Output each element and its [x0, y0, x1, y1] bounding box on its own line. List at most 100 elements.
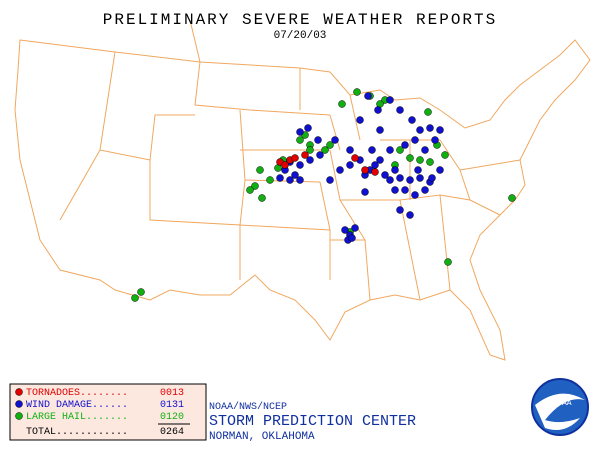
report-dot	[137, 288, 145, 296]
report-dot	[304, 124, 312, 132]
legend-marker	[15, 388, 23, 396]
report-dot	[396, 174, 404, 182]
report-dot	[391, 166, 399, 174]
report-dot	[396, 206, 404, 214]
report-dot	[131, 294, 139, 302]
report-dot	[416, 174, 424, 182]
report-dot	[291, 154, 299, 162]
report-dot	[361, 188, 369, 196]
legend: TORNADOES........ 0013 WIND DAMAGE...... 01…	[15, 388, 190, 438]
report-dot	[396, 146, 404, 154]
report-dot	[428, 174, 436, 182]
legend-label: LARGE HAIL.......	[26, 412, 128, 423]
report-dot	[296, 128, 304, 136]
report-dot	[406, 154, 414, 162]
report-dot	[431, 136, 439, 144]
report-dot	[436, 126, 444, 134]
legend-marker	[15, 412, 23, 420]
legend-count: 0120	[160, 412, 184, 423]
legend-label: WIND DAMAGE......	[26, 400, 128, 411]
report-dot	[371, 168, 379, 176]
report-dot	[326, 176, 334, 184]
report-dot	[508, 194, 516, 202]
report-dot	[424, 108, 432, 116]
legend-count: 0013	[160, 388, 184, 399]
report-dot	[361, 166, 369, 174]
report-dot	[411, 136, 419, 144]
report-dot	[421, 146, 429, 154]
report-dot	[408, 116, 416, 124]
report-dot	[296, 176, 304, 184]
report-dot	[351, 224, 359, 232]
report-dot	[441, 151, 449, 159]
report-dot	[391, 186, 399, 194]
report-dot	[436, 166, 444, 174]
report-dot	[301, 151, 309, 159]
report-dot	[381, 171, 389, 179]
reports	[131, 88, 516, 302]
total-count: 0264	[160, 427, 184, 438]
report-dot	[414, 166, 422, 174]
report-dot	[386, 96, 394, 104]
report-dot	[346, 161, 354, 169]
report-dot	[296, 136, 304, 144]
legend-count: 0131	[160, 400, 184, 411]
report-dot	[426, 124, 434, 132]
report-dot	[376, 126, 384, 134]
report-dot	[336, 166, 344, 174]
report-dot	[416, 156, 424, 164]
report-dot	[258, 194, 266, 202]
report-dot	[338, 100, 346, 108]
title: PRELIMINARY SEVERE WEATHER REPORTS	[103, 11, 497, 29]
report-dot	[291, 171, 299, 179]
report-dot	[346, 146, 354, 154]
agency-location: NORMAN, OKLAHOMA	[209, 431, 315, 443]
report-dot	[266, 176, 274, 184]
report-dot	[348, 234, 356, 242]
noaa-logo: NOAA	[531, 378, 589, 436]
report-dot	[368, 146, 376, 154]
report-dot	[256, 166, 264, 174]
report-dot	[401, 141, 409, 149]
report-dot	[444, 258, 452, 266]
date: 07/20/03	[274, 30, 327, 42]
report-dot	[376, 156, 384, 164]
report-dot	[316, 151, 324, 159]
report-dot	[406, 211, 414, 219]
report-dot	[416, 126, 424, 134]
report-dot	[374, 106, 382, 114]
report-dot	[351, 154, 359, 162]
report-dot	[314, 136, 322, 144]
logo-text: NOAA	[552, 399, 571, 408]
report-dot	[401, 186, 409, 194]
report-dot	[364, 92, 372, 100]
total-label: TOTAL............	[26, 427, 128, 438]
agency-name: STORM PREDICTION CENTER	[209, 413, 416, 430]
us-map	[14, 19, 591, 361]
report-dot	[306, 156, 314, 164]
report-dot	[386, 176, 394, 184]
report-dot	[386, 146, 394, 154]
legend-label: TORNADOES........	[26, 388, 128, 399]
report-dot	[341, 226, 349, 234]
legend-box	[9, 383, 207, 441]
report-dot	[326, 141, 334, 149]
report-dot	[421, 186, 429, 194]
report-dot	[356, 116, 364, 124]
report-dot	[276, 174, 284, 182]
report-dot	[411, 191, 419, 199]
report-dot	[353, 88, 361, 96]
agency-line: NOAA/NWS/NCEP	[209, 401, 287, 413]
report-dot	[396, 106, 404, 114]
report-dot	[426, 158, 434, 166]
legend-marker	[15, 400, 23, 408]
report-dot	[246, 186, 254, 194]
report-dot	[331, 136, 339, 144]
report-dot	[306, 146, 314, 154]
report-dot	[251, 182, 259, 190]
report-dot	[296, 161, 304, 169]
report-dot	[281, 161, 289, 169]
report-dot	[286, 176, 294, 184]
report-dot	[321, 146, 329, 154]
